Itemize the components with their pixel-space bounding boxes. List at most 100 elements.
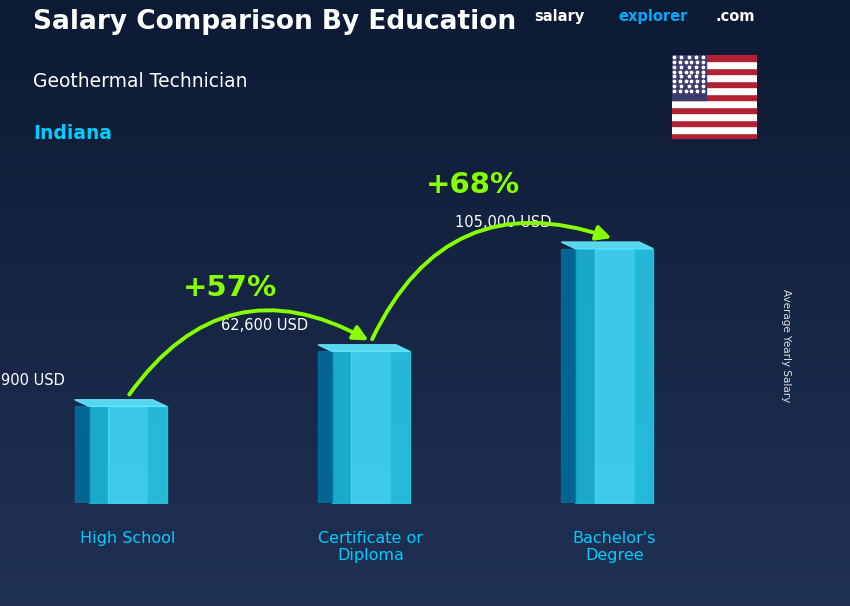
Bar [0, 218, 850, 221]
Bar [0, 321, 850, 324]
Bar [0, 242, 850, 245]
Bar [0, 418, 850, 421]
Bar [0, 297, 850, 300]
Bar [0, 439, 850, 442]
Polygon shape [75, 400, 167, 407]
Bar [0, 48, 850, 52]
Bar [0, 264, 850, 267]
Bar [0, 403, 850, 406]
Bar [672, 126, 756, 133]
Bar [0, 67, 850, 70]
Bar [672, 55, 705, 100]
Bar [0, 139, 850, 142]
Bar [0, 230, 850, 233]
Bar [0, 479, 850, 482]
Bar [0, 158, 850, 161]
Bar [0, 454, 850, 458]
Bar [0, 545, 850, 548]
Bar [0, 324, 850, 327]
Bar [0, 42, 850, 45]
Bar [0, 227, 850, 230]
Bar [0, 251, 850, 255]
Bar [0, 127, 850, 130]
Bar [0, 197, 850, 200]
Bar [0, 136, 850, 139]
Bar [0, 591, 850, 594]
Bar [0, 109, 850, 112]
Text: explorer: explorer [619, 9, 688, 24]
Bar [0, 142, 850, 145]
Bar [0, 30, 850, 33]
Bar [0, 488, 850, 491]
Bar [0, 270, 850, 273]
Bar [0, 445, 850, 448]
Bar [0, 588, 850, 591]
Bar [0, 506, 850, 509]
Bar [0, 482, 850, 485]
Bar [0, 567, 850, 570]
Bar [0, 554, 850, 558]
Bar [0, 91, 850, 94]
Bar [0, 385, 850, 388]
Bar [0, 100, 850, 103]
Bar [0, 18, 850, 21]
Bar [0, 285, 850, 288]
Bar [0, 161, 850, 164]
Bar [0, 494, 850, 497]
Bar [0, 306, 850, 309]
Bar [672, 113, 756, 120]
Polygon shape [561, 248, 575, 503]
Bar [0, 94, 850, 97]
Bar [0, 512, 850, 515]
Bar [0, 0, 850, 3]
Bar [0, 388, 850, 391]
Bar [0, 248, 850, 251]
Bar [0, 530, 850, 533]
Bar [0, 24, 850, 27]
Bar [0, 564, 850, 567]
Bar [0, 273, 850, 276]
Text: 62,600 USD: 62,600 USD [221, 318, 309, 333]
Bar [0, 70, 850, 73]
Bar [0, 294, 850, 297]
Bar [0, 58, 850, 61]
Bar [672, 133, 756, 139]
Bar [0, 497, 850, 500]
Bar [0, 6, 850, 9]
Bar [0, 276, 850, 279]
Bar [0, 539, 850, 542]
Bar [0, 212, 850, 215]
Bar [0, 427, 850, 430]
Bar [0, 364, 850, 367]
Polygon shape [75, 407, 88, 503]
Bar [0, 503, 850, 506]
Bar [0, 3, 850, 6]
Bar [0, 391, 850, 394]
Bar [0, 121, 850, 124]
Bar [0, 433, 850, 436]
Bar [0, 579, 850, 582]
Bar [0, 397, 850, 400]
Bar [0, 12, 850, 15]
Bar [0, 164, 850, 167]
Bar [0, 133, 850, 136]
Bar [0, 315, 850, 318]
Bar [0, 430, 850, 433]
Bar [0, 82, 850, 85]
Bar [0, 239, 850, 242]
Bar [0, 594, 850, 597]
Bar [0, 491, 850, 494]
Bar [0, 473, 850, 476]
Bar [0, 236, 850, 239]
Bar [0, 370, 850, 373]
Bar [0, 170, 850, 173]
Bar [0, 309, 850, 312]
Bar [0, 76, 850, 79]
Bar [0, 533, 850, 536]
Bar [0, 421, 850, 424]
Bar [0, 224, 850, 227]
Bar [0, 576, 850, 579]
Bar [0, 400, 850, 403]
Bar [0, 130, 850, 133]
Text: salary: salary [534, 9, 584, 24]
